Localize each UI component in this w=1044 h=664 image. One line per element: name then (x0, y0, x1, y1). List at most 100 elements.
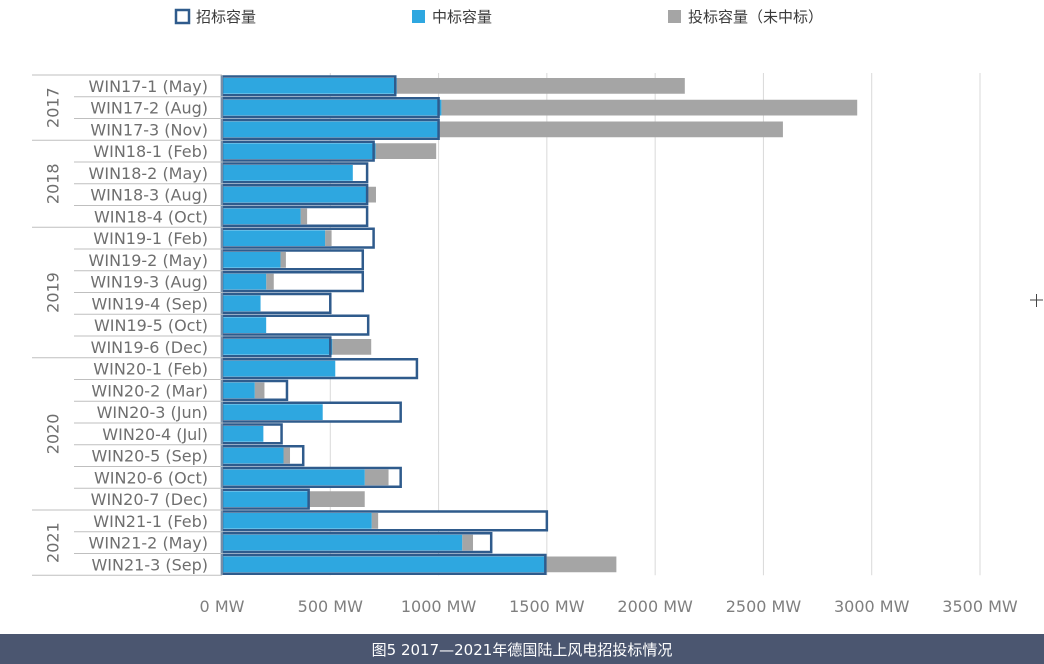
x-axis-ticks: 0 MW 500 MW 1000 MW 1500 MW 2000 MW 2500 MW 30… (200, 597, 1018, 616)
bar-group (220, 510, 549, 532)
bar-awarded (222, 295, 261, 312)
category-label: WIN19-2 (May) (89, 251, 208, 270)
category-label: WIN18-3 (Aug) (90, 186, 208, 205)
category-label: WIN20-7 (Dec) (91, 490, 208, 509)
bar-unawarded (545, 556, 617, 573)
legend-swatch-unawarded (668, 10, 681, 23)
bar-group (220, 140, 437, 162)
bar-group (220, 358, 419, 380)
x-tick-label: 500 MW (298, 597, 363, 616)
bar-awarded (222, 404, 323, 420)
bar-awarded (222, 426, 264, 442)
category-label: WIN19-3 (Aug) (90, 273, 208, 292)
bar-unawarded (371, 513, 379, 529)
bar-awarded (222, 447, 284, 464)
bar-group (220, 445, 305, 467)
gridlines (329, 73, 981, 576)
x-tick-label: 1500 MW (509, 597, 585, 616)
bar-group (220, 532, 493, 554)
bar-unawarded (441, 99, 858, 116)
bar-group (220, 97, 858, 119)
bar-group (220, 336, 372, 358)
bar-unawarded (396, 78, 685, 94)
year-label: 2021 (44, 522, 63, 563)
category-label: WIN17-1 (May) (89, 77, 208, 96)
legend-label-unawarded: 投标容量（未中标） (688, 8, 823, 26)
legend-item-tender: 招标容量 (174, 8, 256, 26)
bar-group (220, 184, 376, 206)
bar-unawarded (332, 339, 372, 355)
legend-swatch-awarded (412, 10, 425, 23)
category-label: WIN20-4 (Jul) (102, 425, 208, 444)
bar-awarded (222, 186, 367, 203)
bar-group (220, 401, 402, 423)
bar-awarded (222, 208, 301, 225)
bar-awarded (222, 143, 376, 159)
bar-awarded (222, 252, 281, 268)
legend-item-unawarded: 投标容量（未中标） (668, 8, 823, 26)
category-label: WIN19-1 (Feb) (93, 229, 208, 248)
legend-label-awarded: 中标容量 (432, 8, 492, 26)
category-axis: WIN17-1 (May) WIN17-2 (Aug) WIN17-3 (Nov) W… (32, 74, 223, 576)
x-tick-label: 2500 MW (726, 597, 802, 616)
bar-group (220, 314, 370, 336)
bar-unawarded (283, 447, 291, 464)
chart-svg: 招标容量 中标容量 投标容量（未中标） WIN17-1 (May) WIN17-2… (32, 8, 1043, 616)
category-label: WIN19-6 (Dec) (91, 338, 208, 357)
bar-awarded (222, 534, 463, 551)
bar-group (220, 292, 332, 314)
bar-group (220, 553, 617, 575)
bar-unawarded (300, 208, 308, 225)
category-label: WIN18-4 (Oct) (94, 207, 208, 226)
bar-awarded (222, 556, 546, 573)
bar-awarded (222, 78, 397, 94)
bar-unawarded (364, 469, 389, 486)
bar-group (220, 205, 369, 227)
bar-awarded (222, 165, 353, 181)
x-tick-label: 0 MW (200, 597, 245, 616)
bar-awarded (222, 469, 365, 486)
bar-unawarded (308, 491, 365, 507)
year-label: 2018 (44, 163, 63, 204)
bar-awarded (222, 339, 333, 355)
bar-unawarded (254, 382, 265, 399)
bar-group (220, 379, 289, 401)
category-label: WIN21-2 (May) (89, 534, 208, 553)
category-label: WIN19-5 (Oct) (94, 316, 208, 335)
bar-awarded (222, 273, 267, 290)
bar-unawarded (462, 534, 474, 551)
bar-group (220, 466, 402, 488)
legend-swatch-tender (174, 8, 191, 25)
bar-group (220, 118, 783, 140)
category-label: WIN20-5 (Sep) (91, 447, 208, 466)
category-label: WIN17-3 (Nov) (90, 120, 208, 139)
year-label: 2020 (44, 414, 63, 455)
x-tick-label: 3500 MW (942, 597, 1018, 616)
year-label: 2017 (44, 87, 63, 128)
category-label: WIN19-4 (Sep) (91, 294, 208, 313)
category-label: WIN21-3 (Sep) (91, 555, 208, 574)
bar-awarded (222, 513, 372, 529)
bar-awarded (222, 121, 439, 138)
legend-label-tender: 招标容量 (196, 8, 256, 26)
bar-awarded (222, 491, 309, 507)
bar-group (220, 423, 283, 445)
bar-awarded (222, 360, 336, 377)
bar-group (220, 75, 685, 97)
category-label: WIN18-1 (Feb) (93, 142, 208, 161)
bar-group (220, 271, 365, 293)
x-tick-label: 3000 MW (834, 597, 910, 616)
bar-group (220, 488, 365, 510)
x-tick-label: 1000 MW (401, 597, 477, 616)
bar-awarded (222, 382, 255, 399)
category-label: WIN17-2 (Aug) (90, 99, 208, 118)
category-label: WIN20-3 (Jun) (97, 403, 208, 422)
x-tick-label: 2000 MW (617, 597, 693, 616)
bar-group (220, 227, 375, 249)
legend-item-awarded: 中标容量 (412, 8, 492, 26)
bar-unawarded (366, 186, 376, 203)
crosshair-icon (1030, 294, 1043, 307)
caption-bar: 图5 2017—2021年德国陆上风电招投标情况 (0, 634, 1044, 664)
bar-unawarded (325, 230, 332, 246)
bar-awarded (222, 99, 442, 116)
